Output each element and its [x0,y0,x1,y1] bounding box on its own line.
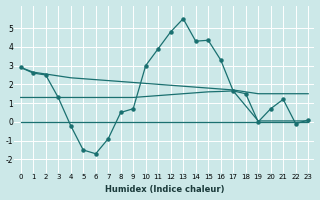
X-axis label: Humidex (Indice chaleur): Humidex (Indice chaleur) [105,185,224,194]
